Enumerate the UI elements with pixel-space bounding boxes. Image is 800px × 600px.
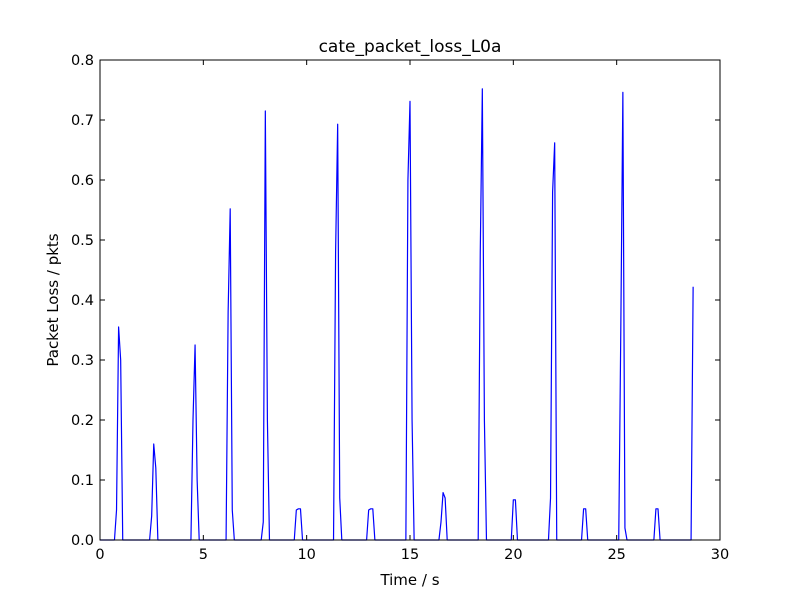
y-tick-label: 0.1 [71, 473, 94, 489]
x-axis-label: Time / s [379, 571, 439, 589]
y-tick-label: 0.5 [71, 233, 94, 249]
x-tick-label: 30 [711, 547, 729, 563]
chart-title: cate_packet_loss_L0a [319, 37, 502, 57]
y-tick-label: 0.2 [71, 413, 94, 429]
y-tick-label: 0.8 [71, 53, 94, 69]
x-tick-label: 25 [607, 547, 625, 563]
y-tick-label: 0.4 [71, 293, 94, 309]
x-tick-label: 20 [504, 547, 522, 563]
series-line-0 [100, 88, 694, 541]
x-tick-label: 0 [95, 547, 104, 563]
y-axis-label: Packet Loss / pkts [44, 233, 62, 366]
x-tick-label: 5 [199, 547, 208, 563]
x-tick-label: 10 [297, 547, 315, 563]
axis-ticks: 0 5 10 15 20 25 30 0.0 0.1 0.2 0.3 0.4 0.5 0.6 0.7 0.8 [71, 53, 729, 563]
x-tick-label: 15 [401, 547, 419, 563]
y-tick-label: 0.0 [71, 533, 94, 549]
y-tick-label: 0.3 [71, 353, 94, 369]
y-tick-label: 0.7 [71, 113, 94, 129]
plot-area [100, 88, 694, 541]
y-tick-label: 0.6 [71, 173, 94, 189]
